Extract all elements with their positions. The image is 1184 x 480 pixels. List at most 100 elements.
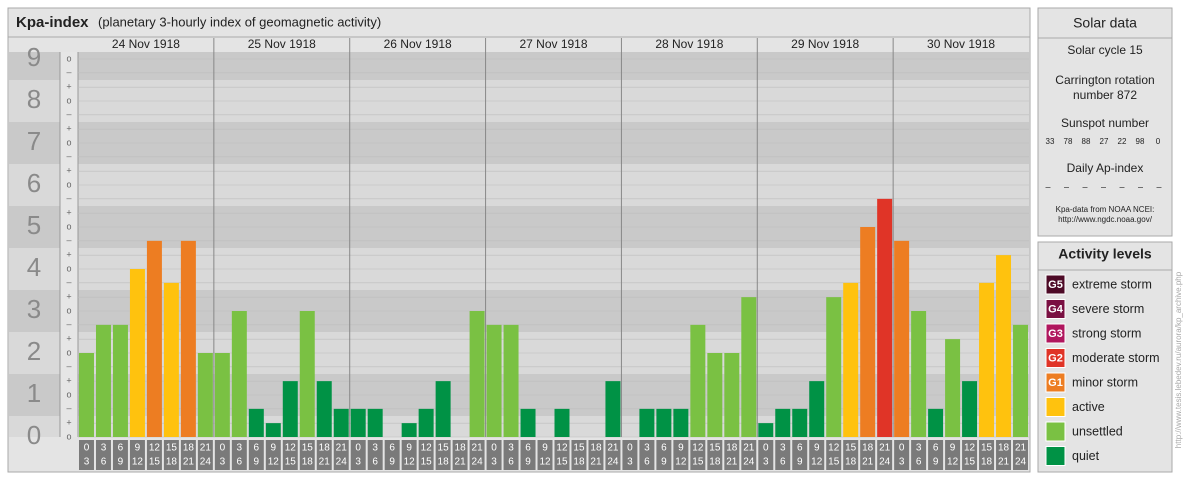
date-label: 28 Nov 1918: [655, 37, 723, 51]
interval-to: 24: [607, 457, 619, 468]
interval-to: 6: [237, 457, 243, 468]
bar: [1013, 324, 1028, 437]
minor-column: [60, 52, 78, 437]
legend-badge: G1: [1048, 377, 1063, 389]
interval-to: 15: [828, 457, 840, 468]
interval-box: [707, 440, 723, 470]
interval-from: 6: [118, 443, 124, 454]
interval-to: 21: [455, 457, 467, 468]
interval-to: 21: [998, 457, 1010, 468]
interval-to: 3: [355, 457, 361, 468]
interval-box: [129, 440, 145, 470]
y-tick-label: 0: [27, 420, 41, 450]
bar: [95, 324, 111, 437]
interval-box: [163, 440, 179, 470]
bar: [469, 311, 485, 437]
interval-from: 21: [200, 443, 212, 454]
interval-from: 12: [149, 443, 161, 454]
interval-to: 18: [709, 457, 721, 468]
interval-box: [673, 440, 689, 470]
bar: [333, 408, 349, 437]
interval-to: 9: [389, 457, 395, 468]
minor-tick-label: +: [66, 82, 71, 92]
interval-from: 12: [421, 443, 433, 454]
interval-from: 12: [285, 443, 297, 454]
interval-from: 21: [743, 443, 755, 454]
bar: [741, 297, 757, 437]
interval-box: [180, 440, 196, 470]
interval-from: 21: [879, 443, 891, 454]
interval-box: [95, 440, 111, 470]
interval-from: 3: [780, 443, 786, 454]
interval-from: 3: [372, 443, 378, 454]
interval-from: 21: [472, 443, 484, 454]
interval-from: 15: [709, 443, 721, 454]
interval-from: 0: [491, 443, 497, 454]
interval-to: 18: [845, 457, 857, 468]
minor-tick-label: o: [66, 263, 71, 273]
bar: [656, 408, 672, 437]
legend-label: active: [1072, 400, 1105, 414]
interval-to: 15: [964, 457, 976, 468]
interval-from: 6: [661, 443, 667, 454]
minor-tick-label: +: [66, 250, 71, 260]
interval-box: [112, 440, 128, 470]
interval-to: 21: [590, 457, 602, 468]
interval-to: 21: [862, 457, 874, 468]
interval-to: 18: [438, 457, 450, 468]
interval-box: [486, 440, 502, 470]
legend-swatch: [1045, 446, 1066, 466]
sunspot: 27: [1100, 137, 1109, 146]
interval-to: 12: [132, 457, 144, 468]
legend-swatch: [1045, 348, 1066, 368]
minor-tick-label: o: [66, 137, 71, 147]
interval-box: [758, 440, 774, 470]
interval-from: 0: [84, 443, 90, 454]
interval-from: 0: [627, 443, 633, 454]
solar-cycle: Solar cycle 15: [1067, 43, 1143, 57]
interval-box: [945, 440, 961, 470]
bar: [401, 423, 417, 437]
bar: [180, 240, 196, 437]
interval-from: 0: [899, 443, 905, 454]
interval-from: 12: [556, 443, 568, 454]
bar: [605, 381, 621, 437]
interval-to: 9: [797, 457, 803, 468]
minor-tick-label: –: [66, 403, 71, 413]
legend-swatch: [1045, 397, 1066, 417]
interval-from: 6: [525, 443, 531, 454]
interval-to: 21: [726, 457, 738, 468]
date-label: 25 Nov 1918: [248, 37, 316, 51]
minor-tick-label: +: [66, 334, 71, 344]
interval-to: 18: [573, 457, 585, 468]
y-tick-label: 5: [27, 210, 41, 240]
interval-from: 9: [950, 443, 956, 454]
interval-to: 12: [404, 457, 416, 468]
interval-box: [792, 440, 808, 470]
legend-label: extreme storm: [1072, 277, 1152, 291]
minor-tick-label: o: [66, 305, 71, 315]
interval-to: 21: [319, 457, 331, 468]
interval-box: [435, 440, 451, 470]
interval-to: 9: [254, 457, 260, 468]
legend-label: unsettled: [1072, 424, 1123, 438]
interval-box: [724, 440, 740, 470]
interval-box: [571, 440, 587, 470]
interval-to: 18: [302, 457, 314, 468]
bar: [758, 423, 774, 437]
bar: [503, 324, 519, 437]
interval-from: 15: [438, 443, 450, 454]
interval-box: [503, 440, 519, 470]
bar: [197, 353, 213, 437]
panel-title: Solar data: [1073, 15, 1137, 31]
bar: [214, 353, 230, 437]
bar: [316, 381, 332, 437]
interval-from: 15: [573, 443, 585, 454]
interval-from: 9: [271, 443, 277, 454]
legend-swatch: [1045, 372, 1066, 393]
minor-tick-label: +: [66, 124, 71, 134]
interval-to: 24: [472, 457, 484, 468]
legend-badge: G4: [1048, 303, 1064, 315]
legend-label: strong storm: [1072, 326, 1141, 340]
